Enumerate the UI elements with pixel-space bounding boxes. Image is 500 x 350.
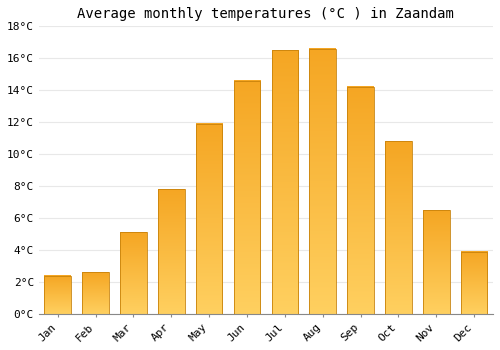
Bar: [82, 272, 109, 314]
Bar: [348, 87, 374, 314]
Bar: [158, 189, 184, 314]
Bar: [196, 124, 222, 314]
Title: Average monthly temperatures (°C ) in Zaandam: Average monthly temperatures (°C ) in Za…: [78, 7, 454, 21]
Bar: [461, 252, 487, 314]
Bar: [310, 49, 336, 314]
Bar: [385, 141, 411, 314]
Bar: [234, 80, 260, 314]
Bar: [120, 232, 146, 314]
Bar: [44, 276, 71, 314]
Bar: [272, 50, 298, 314]
Bar: [423, 210, 450, 314]
